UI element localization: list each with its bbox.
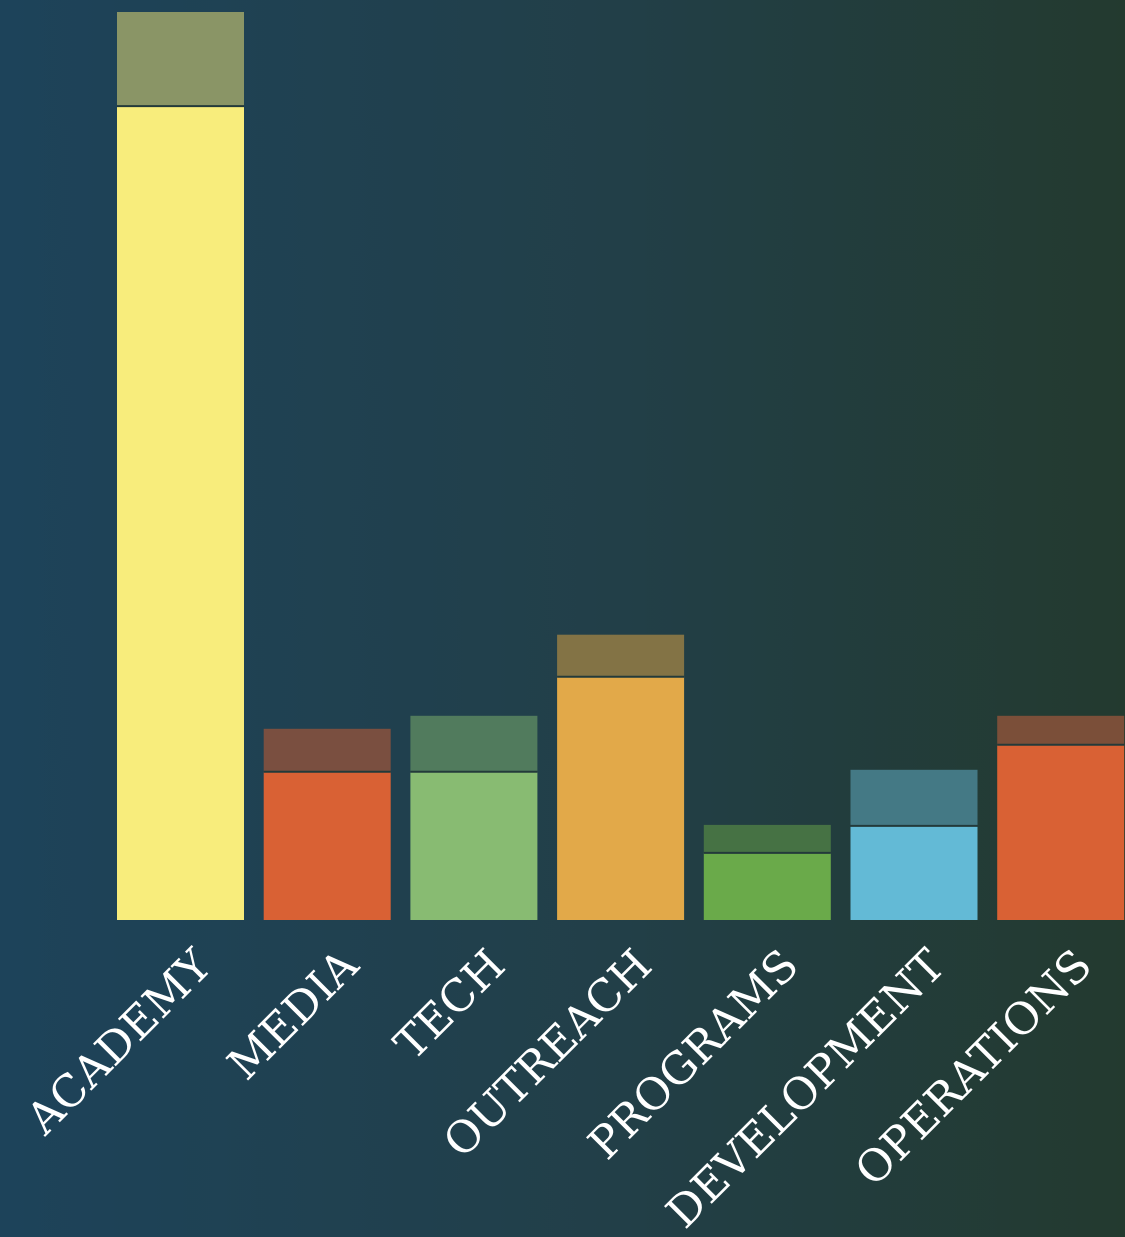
bar-segment-development-1 [850,769,978,826]
bar-segment-operations-1 [997,715,1125,745]
bar-segment-media-0 [263,771,391,920]
category-label-tech: TECH [385,940,515,1070]
category-label-media: MEDIA [218,939,369,1090]
bar-segment-outreach-0 [557,676,685,920]
bars-group [117,12,1125,921]
bar-segment-outreach-1 [557,634,685,677]
category-label-development: DEVELOPMENT [657,940,956,1237]
bar-segment-tech-1 [410,715,538,772]
bar-segment-tech-0 [410,771,538,920]
category-label-academy: ACADEMY [16,939,222,1145]
bar-segment-programs-0 [703,852,831,920]
bar-segment-academy-0 [117,106,244,921]
bar-segment-academy-1 [117,12,244,107]
bar-segment-programs-1 [703,824,831,853]
bar-segment-media-1 [263,728,391,772]
bar-segment-operations-0 [997,744,1125,920]
bar-segment-development-0 [850,825,978,920]
